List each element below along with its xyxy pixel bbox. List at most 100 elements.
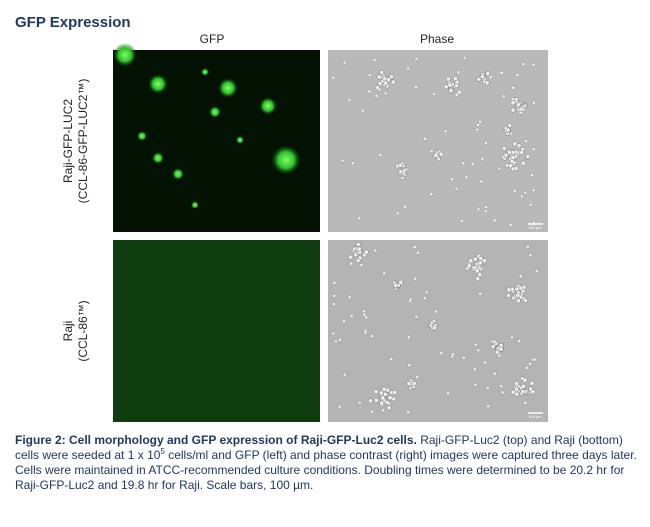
- cell: [492, 339, 497, 344]
- cell: [473, 342, 478, 347]
- cell: [480, 156, 485, 161]
- cell: [485, 71, 491, 77]
- cell: [460, 219, 464, 223]
- cell: [380, 395, 386, 401]
- cell: [349, 261, 353, 266]
- cell: [535, 269, 539, 274]
- cell: [476, 348, 481, 353]
- cell: [372, 58, 377, 62]
- cell: [518, 285, 524, 291]
- cell: [332, 294, 337, 298]
- cell: [493, 218, 497, 223]
- row-title: Raji-GFP-LUC2: [61, 99, 75, 183]
- gfp-cell: [113, 43, 137, 67]
- cell: [532, 100, 536, 105]
- cell: [360, 108, 365, 113]
- cell: [386, 405, 392, 411]
- cell: [508, 223, 513, 227]
- cell: [357, 216, 362, 220]
- cell: [531, 62, 536, 67]
- cell: [377, 80, 383, 86]
- cell: [433, 152, 439, 158]
- cell: [477, 272, 483, 277]
- cell: [384, 400, 390, 405]
- cell: [497, 353, 502, 358]
- cell: [497, 166, 502, 171]
- cell: [507, 122, 513, 128]
- cell: [451, 352, 455, 356]
- cell: [521, 62, 525, 66]
- cell: [389, 357, 393, 362]
- cell: [501, 145, 507, 151]
- cell: [429, 192, 434, 196]
- cell: [349, 314, 354, 318]
- cell: [424, 290, 429, 295]
- caption-bold: Figure 2: Cell morphology and GFP expres…: [15, 433, 417, 447]
- cell: [498, 346, 504, 352]
- cell: [383, 80, 389, 86]
- cell: [520, 383, 526, 389]
- cell: [478, 291, 482, 296]
- cell: [511, 85, 516, 90]
- cell: [378, 153, 383, 157]
- cell: [439, 351, 444, 355]
- cell: [476, 207, 481, 212]
- figure: GFP Expression GFP Phase Raji-GFP-LUC2 (…: [15, 14, 548, 422]
- cell: [390, 79, 396, 85]
- cell: [375, 85, 380, 90]
- cell: [484, 205, 488, 209]
- cell: [406, 66, 410, 71]
- cell: [507, 150, 512, 156]
- cell: [373, 397, 379, 403]
- cell: [363, 249, 369, 255]
- cell: [454, 83, 460, 88]
- cell: [389, 74, 394, 80]
- cell: [413, 276, 417, 281]
- cell: [334, 339, 338, 344]
- cell: [510, 100, 516, 106]
- cell: [381, 408, 385, 413]
- cell: [374, 94, 379, 98]
- cell: [501, 154, 506, 159]
- cell: [454, 186, 459, 191]
- cell: [337, 404, 342, 409]
- cell: [456, 89, 462, 95]
- cell: [415, 375, 420, 379]
- cell: [519, 106, 525, 112]
- cell: [403, 205, 407, 209]
- cell: [414, 85, 418, 90]
- cell: [484, 141, 488, 145]
- cell: [509, 158, 515, 164]
- gfp-cell: [209, 106, 221, 118]
- cell: [331, 75, 336, 80]
- cell: [342, 372, 347, 377]
- cell: [338, 338, 342, 342]
- cell: [364, 315, 369, 320]
- cell: [520, 389, 526, 395]
- cell: [395, 211, 400, 216]
- cell: [379, 69, 385, 75]
- phase-image: [328, 50, 548, 232]
- cell: [522, 377, 528, 383]
- cell: [408, 299, 412, 304]
- caption-text: Raji-GFP-Luc2 (top) and Raji (bottom) ce…: [15, 433, 623, 462]
- caption: Figure 2: Cell morphology and GFP expres…: [15, 433, 637, 493]
- cell: [514, 150, 518, 154]
- cell: [432, 92, 436, 96]
- cell: [434, 309, 438, 314]
- cell: [506, 287, 512, 293]
- gfp-cell: [236, 136, 244, 144]
- row-title: Raji: [61, 321, 75, 342]
- cell: [470, 162, 475, 166]
- cell: [386, 77, 392, 83]
- row-label: Raji (CCL-86™): [61, 300, 90, 361]
- cell: [514, 99, 519, 104]
- scale-bar-label: 100 µm: [528, 414, 542, 419]
- cell: [515, 292, 521, 298]
- cell: [392, 390, 398, 395]
- cell: [347, 295, 352, 299]
- cell: [370, 334, 374, 338]
- cell: [362, 312, 367, 317]
- cell: [468, 258, 474, 264]
- cell: [414, 56, 419, 61]
